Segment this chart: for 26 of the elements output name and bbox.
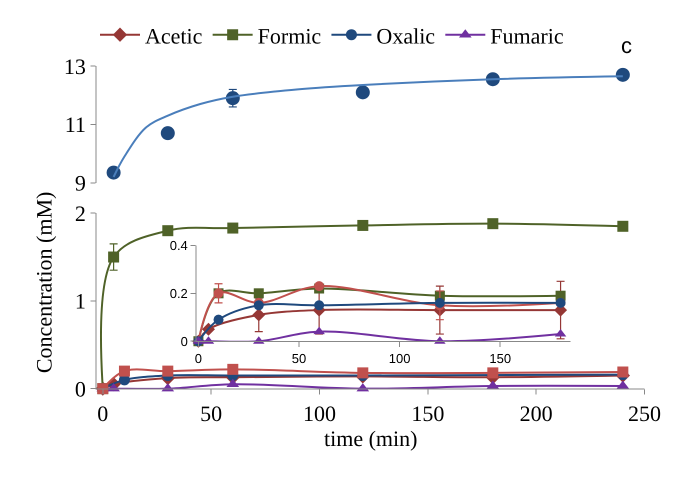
y-tick-label: 1 [74,288,86,314]
x-tick-label: 250 [628,401,662,426]
y-tick-label: 13 [64,54,86,79]
text: c [621,33,632,58]
legend-label: Acetic [145,23,203,48]
x-tick-label: 50 [200,401,222,426]
y-tick-label: 0.2 [170,286,188,301]
x-tick-label: 0 [194,350,202,366]
y-tick-label: 0 [74,376,86,402]
legend-label: Formic [258,23,322,48]
x-tick-label: 100 [388,350,410,366]
x-tick-label: 0 [97,401,108,426]
y-tick-label: 9 [74,170,86,196]
x-tick-label: 100 [302,401,336,426]
x-tick-label: 150 [489,350,512,366]
x-tick-label: 50 [292,350,306,366]
y-tick-label: 0.4 [170,238,188,253]
y-tick-label: 2 [74,200,86,226]
legend-label: Oxalic [376,23,436,48]
y-tick-label: 0 [180,334,188,349]
y-axis-title: Concentration (mM) [31,192,56,374]
x-tick-label: 200 [520,401,553,426]
y-tick-label: 11 [64,112,86,138]
x-tick-label: 150 [411,401,444,426]
x-axis-title: time (min) [324,426,418,451]
legend-label: Fumaric [490,23,564,48]
